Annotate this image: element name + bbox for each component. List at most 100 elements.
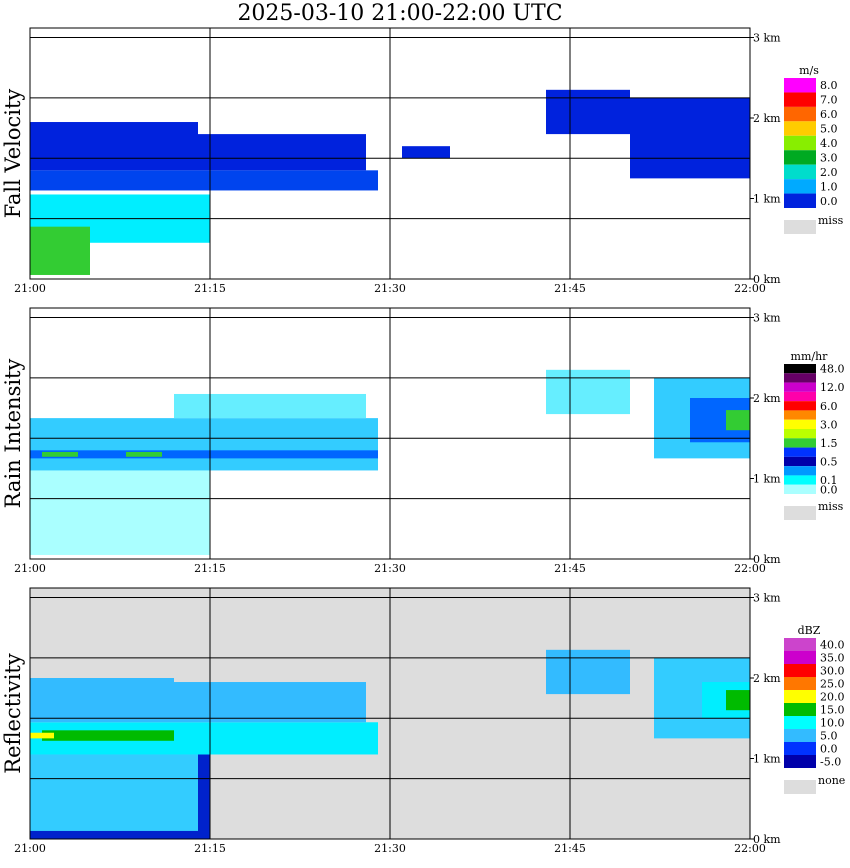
legend-miss-label: miss — [818, 214, 844, 227]
legend-label: 1.5 — [820, 437, 838, 450]
legend-swatch — [784, 78, 816, 93]
x-tick-label: 22:00 — [734, 842, 766, 855]
legend-label: -5.0 — [820, 756, 841, 769]
legend-swatch — [784, 664, 816, 677]
legend-label: 6.0 — [820, 108, 838, 121]
data-cell — [42, 451, 78, 457]
data-cell — [402, 146, 450, 159]
legend-label: 15.0 — [820, 704, 845, 717]
legend-label: 4.0 — [820, 137, 838, 150]
legend-label: 5.0 — [820, 730, 838, 743]
legend-swatch — [784, 742, 816, 755]
data-cell — [30, 418, 378, 471]
data-cell — [30, 450, 378, 459]
legend-label: 40.0 — [820, 639, 845, 652]
data-cell — [30, 226, 90, 275]
legend-swatch — [784, 438, 816, 448]
legend-miss-swatch — [784, 506, 816, 520]
data-cell — [726, 410, 750, 431]
legend-swatch — [784, 164, 816, 180]
legend-swatch — [784, 429, 816, 439]
x-tick-label: 21:15 — [194, 282, 226, 295]
panel-frame — [29, 27, 751, 280]
x-tick-label: 21:15 — [194, 562, 226, 575]
y-tick-label: 0 km — [753, 553, 781, 566]
legend-miss-label: miss — [818, 500, 844, 513]
y-tick-label: 2 km — [753, 392, 781, 405]
data-cell — [294, 146, 354, 159]
legend-swatch — [784, 179, 816, 194]
legend-swatch — [784, 447, 816, 457]
data-cell — [726, 690, 750, 711]
legend-swatch — [784, 401, 816, 411]
legend-swatch — [784, 677, 816, 690]
x-tick-label: 21:30 — [374, 562, 406, 575]
legend-swatch — [784, 651, 816, 664]
legend-label: 30.0 — [820, 665, 845, 678]
legend-swatch — [784, 484, 816, 494]
y-tick-label: 1 km — [753, 753, 781, 766]
legend-label: 0.1 — [820, 474, 838, 487]
legend-label: 0.0 — [820, 743, 838, 756]
panel-3: 21:00 21:15 21:30 21:45 22:000 km 1 km 2 km 3 k… — [1, 587, 845, 855]
legend-swatch — [784, 703, 816, 716]
panel-ylabel: Fall Velocity — [1, 89, 25, 219]
legend-label: 0.5 — [820, 456, 838, 469]
y-tick-label: 3 km — [753, 312, 781, 325]
data-cell — [174, 682, 366, 723]
panel-frame — [29, 307, 751, 560]
panel-ylabel: Reflectivity — [1, 653, 25, 774]
legend-swatch — [784, 466, 816, 476]
data-cell — [174, 393, 366, 419]
legend-swatch — [784, 456, 816, 467]
data-cell — [30, 170, 378, 191]
legend-label: 25.0 — [820, 678, 845, 691]
legend-label: 3.0 — [820, 151, 838, 164]
legend-swatch — [784, 150, 816, 165]
legend-label: 12.0 — [820, 381, 845, 394]
legend-swatch — [784, 373, 816, 383]
legend-label: 2.0 — [820, 166, 838, 179]
y-tick-label: 3 km — [753, 592, 781, 605]
y-tick-label: 1 km — [753, 193, 781, 206]
x-tick-label: 21:00 — [14, 842, 46, 855]
data-cell — [30, 754, 198, 831]
legend-swatch — [784, 121, 816, 136]
y-tick-label: 2 km — [753, 672, 781, 685]
data-cell — [546, 89, 630, 135]
legend-swatch — [784, 410, 816, 420]
legend-label: 0.0 — [820, 195, 838, 208]
legend-label: 7.0 — [820, 94, 838, 107]
y-tick-label: 3 km — [753, 32, 781, 45]
panel-ylabel: Rain Intensity — [1, 359, 25, 509]
legend-swatch — [784, 475, 816, 485]
legend-label: 1.0 — [820, 180, 838, 193]
legend-swatch — [784, 690, 816, 703]
x-tick-label: 21:45 — [554, 282, 586, 295]
legend-swatch — [784, 391, 816, 402]
y-tick-label: 0 km — [753, 833, 781, 846]
panel-2: 21:00 21:15 21:30 21:45 22:000 km 1 km 2 km 3 k… — [1, 307, 845, 575]
data-cell — [30, 470, 210, 555]
legend-swatch — [784, 729, 816, 742]
data-cell — [30, 678, 174, 723]
legend-swatch — [784, 135, 816, 151]
legend-label: 10.0 — [820, 717, 845, 730]
data-cell — [30, 732, 54, 739]
panel-frame — [29, 587, 751, 840]
legend-swatch — [784, 716, 816, 729]
legend-label: 35.0 — [820, 652, 845, 665]
legend-label: 3.0 — [820, 418, 838, 431]
legend-unit: m/s — [799, 64, 819, 77]
figure-title: 2025-03-10 21:00-22:00 UTC — [237, 1, 562, 26]
y-tick-label: 1 km — [753, 473, 781, 486]
data-cell — [546, 649, 630, 695]
legend-unit: mm/hr — [791, 350, 829, 363]
legend-swatch — [784, 755, 816, 768]
legend-swatch — [784, 364, 816, 374]
data-cell — [630, 97, 750, 179]
legend-miss-swatch — [784, 220, 816, 234]
data-cell — [546, 369, 630, 415]
x-tick-label: 21:30 — [374, 282, 406, 295]
x-tick-label: 21:15 — [194, 842, 226, 855]
